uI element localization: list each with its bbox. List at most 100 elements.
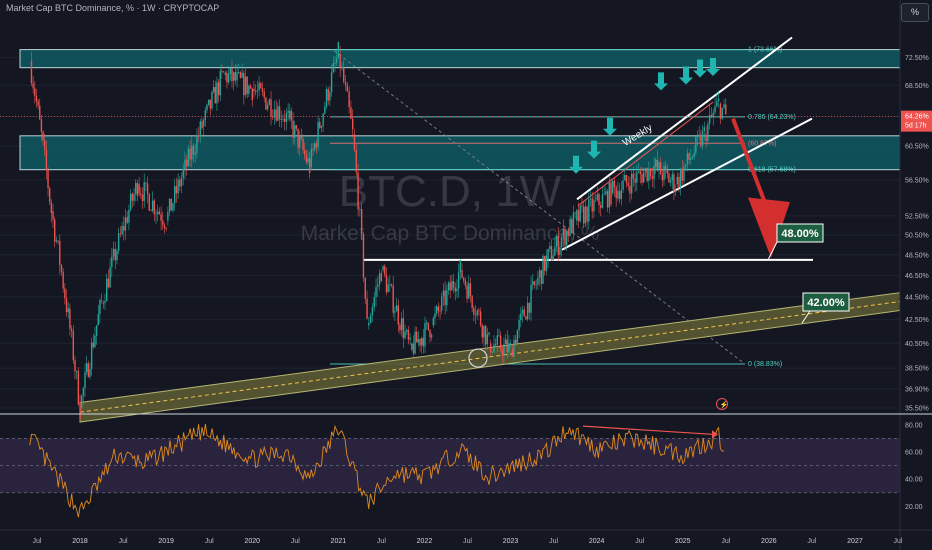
candle-body — [518, 319, 520, 331]
price-candle — [528, 302, 531, 320]
candle-body — [596, 194, 599, 200]
fib-level-label: 1 (73.66%) — [748, 47, 782, 54]
candle-body — [114, 248, 116, 261]
price-candle — [576, 208, 578, 226]
price-candle — [544, 255, 546, 276]
signal-arrow-icon — [706, 58, 720, 77]
price-candle — [371, 302, 374, 322]
support-touch-circle — [468, 348, 488, 368]
candle-body — [456, 288, 458, 292]
candle-body — [249, 85, 252, 89]
price-candle — [211, 90, 213, 111]
candle-body — [368, 322, 370, 326]
candle-body — [308, 158, 311, 174]
candle-body — [95, 325, 98, 336]
candle-body — [486, 334, 489, 345]
candle-body — [593, 200, 595, 212]
candle-body — [353, 134, 356, 151]
candle-body — [504, 339, 507, 345]
price-candle — [138, 177, 140, 197]
price-candle — [346, 81, 349, 92]
price-axis-label: 38.50% — [905, 366, 929, 373]
candle-body — [425, 322, 428, 324]
candle-body — [222, 71, 225, 73]
price-candle — [146, 176, 149, 204]
price-candle — [653, 156, 655, 189]
price-candle — [189, 140, 191, 167]
price-candle — [160, 206, 162, 231]
price-candle — [387, 277, 389, 293]
price-candle — [629, 176, 631, 203]
candle-body — [217, 82, 220, 96]
candle-body — [339, 54, 341, 69]
price-axis-label: 48.50% — [905, 252, 929, 259]
candle-body — [227, 73, 230, 83]
candle-body — [402, 318, 405, 339]
price-candle — [192, 143, 195, 163]
candle-body — [449, 282, 451, 291]
price-candle — [303, 142, 306, 160]
price-candle — [204, 106, 207, 127]
candle-body — [574, 212, 576, 214]
candle-body — [303, 150, 306, 155]
candle-body — [668, 173, 670, 183]
candle-body — [153, 200, 156, 215]
candle-body — [135, 182, 137, 194]
candle-body — [160, 214, 162, 221]
price-candle — [565, 229, 568, 252]
target-42-tag: 42.00% — [802, 292, 850, 312]
price-candle — [57, 239, 59, 245]
candle-body — [162, 220, 164, 225]
candle-body — [261, 88, 264, 92]
price-candle — [586, 205, 588, 226]
price-candle — [289, 104, 291, 122]
candle-body — [289, 110, 291, 119]
fib-anchor-dashed-line — [333, 50, 746, 365]
price-candle — [608, 176, 610, 214]
candle-body — [686, 153, 689, 165]
price-candle — [334, 55, 336, 73]
rsi-axis-label: 20.00 — [905, 504, 923, 511]
time-axis-label: Jul — [119, 538, 128, 545]
candle-body — [378, 273, 381, 285]
price-candle — [549, 241, 551, 253]
candle-body — [395, 305, 398, 312]
price-candle — [557, 227, 559, 262]
candle-body — [359, 209, 361, 210]
price-candle — [422, 329, 425, 354]
candle-body — [285, 112, 288, 122]
price-candle — [404, 324, 406, 340]
price-candle — [92, 333, 94, 350]
price-candle — [102, 300, 104, 309]
price-candle — [669, 176, 672, 187]
candle-body — [589, 198, 592, 200]
candle-body — [244, 76, 247, 96]
candle-body — [714, 106, 716, 113]
candle-body — [600, 205, 602, 208]
price-candle — [569, 215, 571, 238]
price-candle — [34, 80, 36, 104]
candle-body — [35, 95, 38, 102]
candle-body — [273, 109, 276, 117]
candle-body — [145, 182, 147, 184]
price-candle — [681, 159, 684, 185]
candle-body — [452, 281, 455, 288]
candle-body — [192, 145, 195, 155]
candle-body — [260, 83, 262, 89]
price-candle — [206, 103, 208, 114]
percent-scale-button[interactable]: % — [901, 3, 929, 22]
price-candle — [179, 175, 181, 192]
price-candle — [227, 66, 230, 85]
price-candle — [75, 370, 78, 380]
signal-arrow-icon — [603, 117, 617, 136]
candle-body — [290, 110, 293, 121]
price-candle — [246, 76, 248, 99]
price-candle — [133, 188, 135, 206]
price-candle — [392, 276, 394, 318]
candle-body — [671, 174, 673, 181]
price-candle — [526, 296, 529, 322]
candle-body — [615, 187, 617, 199]
price-candle — [668, 170, 670, 183]
candle-body — [207, 99, 210, 105]
